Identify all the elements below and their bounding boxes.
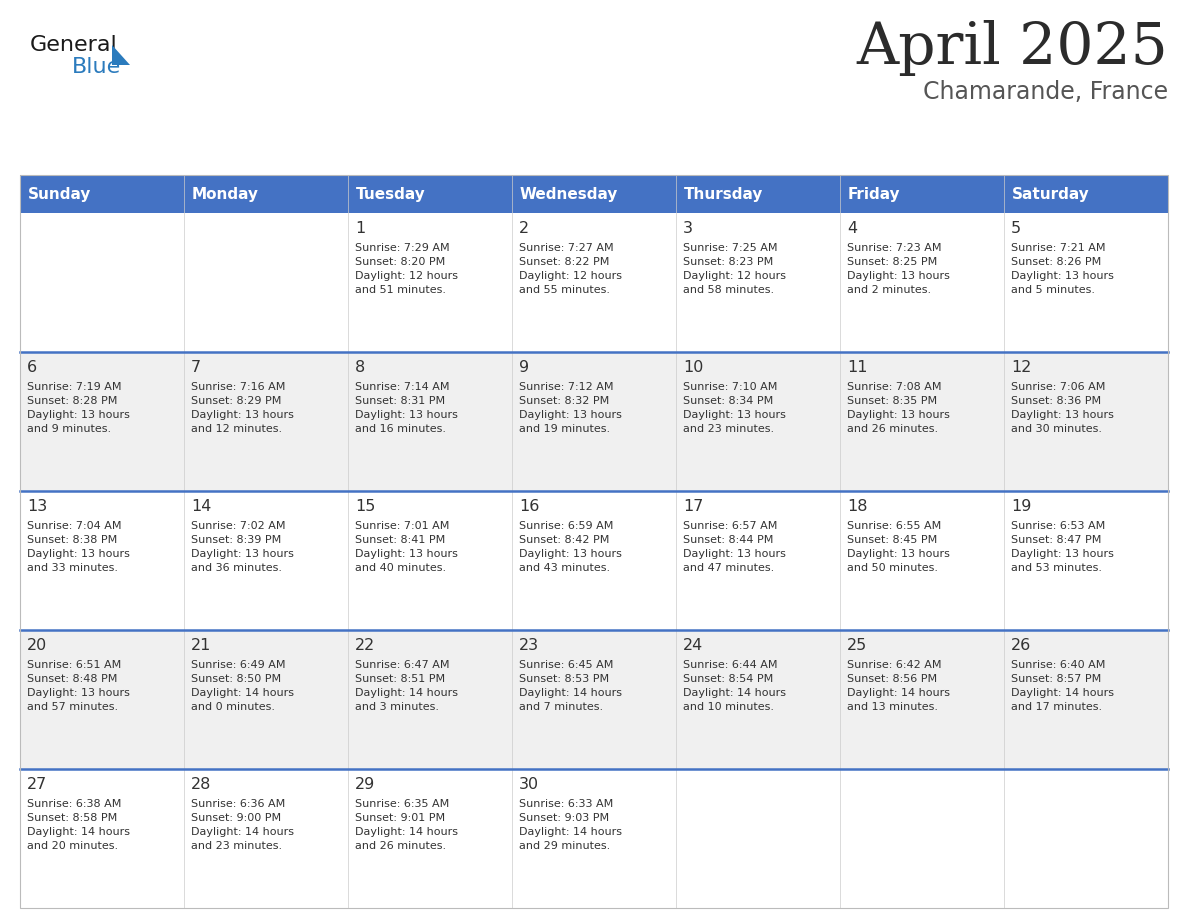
- Text: 11: 11: [847, 360, 867, 375]
- Text: 19: 19: [1011, 499, 1031, 514]
- Text: Sunrise: 7:21 AM
Sunset: 8:26 PM
Daylight: 13 hours
and 5 minutes.: Sunrise: 7:21 AM Sunset: 8:26 PM Dayligh…: [1011, 243, 1114, 295]
- Text: 8: 8: [355, 360, 365, 375]
- Text: Sunrise: 7:23 AM
Sunset: 8:25 PM
Daylight: 13 hours
and 2 minutes.: Sunrise: 7:23 AM Sunset: 8:25 PM Dayligh…: [847, 243, 950, 295]
- Text: Chamarande, France: Chamarande, France: [923, 80, 1168, 104]
- Text: Wednesday: Wednesday: [520, 186, 619, 201]
- Text: 17: 17: [683, 499, 703, 514]
- Text: 1: 1: [355, 221, 365, 236]
- Text: Sunrise: 7:08 AM
Sunset: 8:35 PM
Daylight: 13 hours
and 26 minutes.: Sunrise: 7:08 AM Sunset: 8:35 PM Dayligh…: [847, 382, 950, 434]
- Text: 16: 16: [519, 499, 539, 514]
- Text: Sunrise: 6:38 AM
Sunset: 8:58 PM
Daylight: 14 hours
and 20 minutes.: Sunrise: 6:38 AM Sunset: 8:58 PM Dayligh…: [27, 799, 129, 851]
- Text: Sunrise: 7:02 AM
Sunset: 8:39 PM
Daylight: 13 hours
and 36 minutes.: Sunrise: 7:02 AM Sunset: 8:39 PM Dayligh…: [191, 521, 293, 573]
- Text: Sunrise: 7:19 AM
Sunset: 8:28 PM
Daylight: 13 hours
and 9 minutes.: Sunrise: 7:19 AM Sunset: 8:28 PM Dayligh…: [27, 382, 129, 434]
- Text: Sunrise: 7:14 AM
Sunset: 8:31 PM
Daylight: 13 hours
and 16 minutes.: Sunrise: 7:14 AM Sunset: 8:31 PM Dayligh…: [355, 382, 457, 434]
- Text: 4: 4: [847, 221, 857, 236]
- Text: 28: 28: [191, 777, 211, 792]
- Text: Sunrise: 7:25 AM
Sunset: 8:23 PM
Daylight: 12 hours
and 58 minutes.: Sunrise: 7:25 AM Sunset: 8:23 PM Dayligh…: [683, 243, 786, 295]
- Bar: [20, 630, 1168, 769]
- Text: 25: 25: [847, 638, 867, 653]
- Text: Sunrise: 6:33 AM
Sunset: 9:03 PM
Daylight: 14 hours
and 29 minutes.: Sunrise: 6:33 AM Sunset: 9:03 PM Dayligh…: [519, 799, 623, 851]
- Bar: [20, 175, 1168, 908]
- Text: Saturday: Saturday: [1012, 186, 1089, 201]
- Text: 22: 22: [355, 638, 375, 653]
- Polygon shape: [112, 45, 129, 65]
- Text: 15: 15: [355, 499, 375, 514]
- Text: 3: 3: [683, 221, 693, 236]
- Text: Sunrise: 6:57 AM
Sunset: 8:44 PM
Daylight: 13 hours
and 47 minutes.: Sunrise: 6:57 AM Sunset: 8:44 PM Dayligh…: [683, 521, 786, 573]
- Text: Sunrise: 7:29 AM
Sunset: 8:20 PM
Daylight: 12 hours
and 51 minutes.: Sunrise: 7:29 AM Sunset: 8:20 PM Dayligh…: [355, 243, 459, 295]
- Text: 14: 14: [191, 499, 211, 514]
- Text: Sunrise: 6:36 AM
Sunset: 9:00 PM
Daylight: 14 hours
and 23 minutes.: Sunrise: 6:36 AM Sunset: 9:00 PM Dayligh…: [191, 799, 293, 851]
- Text: Sunrise: 6:35 AM
Sunset: 9:01 PM
Daylight: 14 hours
and 26 minutes.: Sunrise: 6:35 AM Sunset: 9:01 PM Dayligh…: [355, 799, 459, 851]
- Text: Sunrise: 6:59 AM
Sunset: 8:42 PM
Daylight: 13 hours
and 43 minutes.: Sunrise: 6:59 AM Sunset: 8:42 PM Dayligh…: [519, 521, 621, 573]
- Bar: [20, 352, 1168, 491]
- Text: 29: 29: [355, 777, 375, 792]
- Bar: [20, 769, 1168, 908]
- Text: 5: 5: [1011, 221, 1022, 236]
- Text: Sunrise: 6:51 AM
Sunset: 8:48 PM
Daylight: 13 hours
and 57 minutes.: Sunrise: 6:51 AM Sunset: 8:48 PM Dayligh…: [27, 660, 129, 712]
- Text: 30: 30: [519, 777, 539, 792]
- Text: 2: 2: [519, 221, 529, 236]
- Text: 23: 23: [519, 638, 539, 653]
- Text: Friday: Friday: [848, 186, 901, 201]
- Text: Sunday: Sunday: [29, 186, 91, 201]
- Text: Sunrise: 6:44 AM
Sunset: 8:54 PM
Daylight: 14 hours
and 10 minutes.: Sunrise: 6:44 AM Sunset: 8:54 PM Dayligh…: [683, 660, 786, 712]
- Text: Sunrise: 7:12 AM
Sunset: 8:32 PM
Daylight: 13 hours
and 19 minutes.: Sunrise: 7:12 AM Sunset: 8:32 PM Dayligh…: [519, 382, 621, 434]
- Bar: [20, 491, 1168, 630]
- Text: 12: 12: [1011, 360, 1031, 375]
- Bar: [20, 213, 1168, 352]
- Text: Thursday: Thursday: [684, 186, 764, 201]
- Text: 20: 20: [27, 638, 48, 653]
- Text: Sunrise: 7:01 AM
Sunset: 8:41 PM
Daylight: 13 hours
and 40 minutes.: Sunrise: 7:01 AM Sunset: 8:41 PM Dayligh…: [355, 521, 457, 573]
- Text: Sunrise: 7:27 AM
Sunset: 8:22 PM
Daylight: 12 hours
and 55 minutes.: Sunrise: 7:27 AM Sunset: 8:22 PM Dayligh…: [519, 243, 623, 295]
- Text: April 2025: April 2025: [857, 20, 1168, 76]
- Text: 7: 7: [191, 360, 201, 375]
- Text: Sunrise: 6:47 AM
Sunset: 8:51 PM
Daylight: 14 hours
and 3 minutes.: Sunrise: 6:47 AM Sunset: 8:51 PM Dayligh…: [355, 660, 459, 712]
- Text: Sunrise: 6:49 AM
Sunset: 8:50 PM
Daylight: 14 hours
and 0 minutes.: Sunrise: 6:49 AM Sunset: 8:50 PM Dayligh…: [191, 660, 293, 712]
- Text: Sunrise: 6:53 AM
Sunset: 8:47 PM
Daylight: 13 hours
and 53 minutes.: Sunrise: 6:53 AM Sunset: 8:47 PM Dayligh…: [1011, 521, 1114, 573]
- Text: 10: 10: [683, 360, 703, 375]
- Text: 9: 9: [519, 360, 529, 375]
- Text: 21: 21: [191, 638, 211, 653]
- Text: Sunrise: 6:45 AM
Sunset: 8:53 PM
Daylight: 14 hours
and 7 minutes.: Sunrise: 6:45 AM Sunset: 8:53 PM Dayligh…: [519, 660, 623, 712]
- Text: Sunrise: 7:10 AM
Sunset: 8:34 PM
Daylight: 13 hours
and 23 minutes.: Sunrise: 7:10 AM Sunset: 8:34 PM Dayligh…: [683, 382, 786, 434]
- Text: Sunrise: 6:42 AM
Sunset: 8:56 PM
Daylight: 14 hours
and 13 minutes.: Sunrise: 6:42 AM Sunset: 8:56 PM Dayligh…: [847, 660, 950, 712]
- Text: 6: 6: [27, 360, 37, 375]
- Text: 24: 24: [683, 638, 703, 653]
- Text: 13: 13: [27, 499, 48, 514]
- Text: Blue: Blue: [72, 57, 121, 77]
- Text: 27: 27: [27, 777, 48, 792]
- Bar: [20, 175, 1168, 213]
- Text: Sunrise: 7:06 AM
Sunset: 8:36 PM
Daylight: 13 hours
and 30 minutes.: Sunrise: 7:06 AM Sunset: 8:36 PM Dayligh…: [1011, 382, 1114, 434]
- Text: General: General: [30, 35, 118, 55]
- Text: Tuesday: Tuesday: [356, 186, 425, 201]
- Text: 26: 26: [1011, 638, 1031, 653]
- Text: 18: 18: [847, 499, 867, 514]
- Text: Sunrise: 6:40 AM
Sunset: 8:57 PM
Daylight: 14 hours
and 17 minutes.: Sunrise: 6:40 AM Sunset: 8:57 PM Dayligh…: [1011, 660, 1114, 712]
- Text: Monday: Monday: [192, 186, 259, 201]
- Text: Sunrise: 7:16 AM
Sunset: 8:29 PM
Daylight: 13 hours
and 12 minutes.: Sunrise: 7:16 AM Sunset: 8:29 PM Dayligh…: [191, 382, 293, 434]
- Text: Sunrise: 6:55 AM
Sunset: 8:45 PM
Daylight: 13 hours
and 50 minutes.: Sunrise: 6:55 AM Sunset: 8:45 PM Dayligh…: [847, 521, 950, 573]
- Text: Sunrise: 7:04 AM
Sunset: 8:38 PM
Daylight: 13 hours
and 33 minutes.: Sunrise: 7:04 AM Sunset: 8:38 PM Dayligh…: [27, 521, 129, 573]
